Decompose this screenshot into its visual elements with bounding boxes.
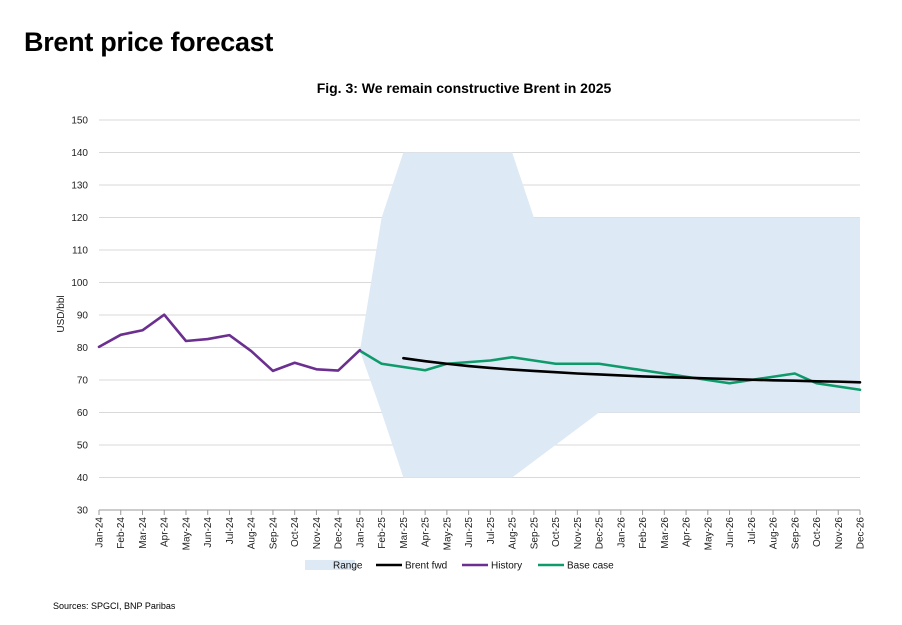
- x-tick-label: Mar-24: [138, 517, 149, 549]
- x-tick-label: May-25: [442, 517, 453, 551]
- x-tick-label: Jul-24: [225, 517, 236, 545]
- x-tick-label: Nov-26: [834, 517, 845, 550]
- x-tick-label: Oct-24: [290, 517, 301, 547]
- y-axis-label: USD/bbl: [56, 295, 67, 332]
- x-tick-label: Oct-26: [812, 517, 823, 547]
- x-tick-label: Dec-26: [856, 517, 867, 550]
- legend-label-brent-fwd: Brent fwd: [405, 561, 447, 572]
- x-tick-label: Aug-25: [508, 517, 519, 550]
- range-area: [359, 152, 860, 478]
- x-tick-label: Apr-24: [160, 517, 171, 547]
- y-tick-label: 130: [71, 181, 88, 192]
- axes: 30 40 50 60 70 80 90 100 110 120 130 140 150 Jan-24 Fe…: [71, 116, 866, 551]
- x-tick-label: May-24: [181, 517, 192, 551]
- legend-label-history: History: [491, 561, 522, 572]
- y-tick-label: 30: [77, 506, 89, 517]
- page-title: Brent price forecast: [24, 27, 274, 57]
- y-tick-label: 70: [77, 376, 89, 387]
- y-tick-label: 40: [77, 473, 89, 484]
- y-tick-label: 110: [72, 246, 88, 257]
- series-lines: [97, 313, 862, 392]
- x-tick-label: Oct-25: [551, 517, 562, 547]
- x-tick-label: Sep-26: [790, 517, 801, 550]
- x-tick-label: Dec-24: [334, 517, 345, 550]
- x-tick-label: Mar-26: [660, 517, 671, 549]
- source-note: Sources: SPGCI, BNP Paribas: [53, 601, 176, 611]
- x-tick-label: Feb-25: [377, 517, 388, 549]
- x-tick-label: Jul-25: [486, 517, 497, 545]
- base-case-line: [358, 349, 862, 392]
- range-area-layer: [359, 152, 860, 478]
- x-tick-label: Sep-24: [268, 517, 279, 550]
- x-tick-label: May-26: [703, 517, 714, 551]
- x-tick-label: Aug-26: [769, 517, 780, 550]
- y-tick-label: 140: [71, 148, 88, 159]
- x-tick-label: Mar-25: [399, 517, 410, 549]
- x-tick-label: Jan-26: [616, 517, 627, 548]
- x-tick-label: Aug-24: [247, 517, 258, 550]
- y-tick-label: 60: [77, 408, 89, 419]
- x-tick-label: Jan-25: [355, 517, 366, 548]
- brent-fwd-line: [402, 356, 862, 384]
- x-tick-label: Dec-25: [595, 517, 606, 550]
- y-tick-label: 150: [71, 116, 88, 127]
- x-tick-label: Jan-24: [95, 517, 106, 548]
- legend-label-base-case: Base case: [567, 561, 614, 572]
- legend-swatch-range: [305, 560, 355, 570]
- legend-label-range: Range: [333, 561, 363, 572]
- legend: Range Brent fwd History Base case: [305, 560, 614, 572]
- y-tick-label: 80: [77, 343, 89, 354]
- x-tick-label: Nov-24: [312, 517, 323, 550]
- chart-title: Fig. 3: We remain constructive Brent in …: [316, 80, 612, 96]
- y-tick-label: 120: [71, 213, 88, 224]
- y-tick-label: 50: [77, 441, 89, 452]
- y-tick-label: 100: [71, 278, 88, 289]
- x-tick-label: Apr-25: [421, 517, 432, 547]
- y-tick-label: 90: [77, 311, 89, 322]
- x-tick-label: Sep-25: [529, 517, 540, 550]
- x-tick-label: Jun-25: [464, 517, 475, 548]
- x-tick-label: Jun-24: [203, 517, 214, 548]
- x-tick-label: Jun-26: [725, 517, 736, 548]
- x-tick-label: Feb-26: [638, 517, 649, 549]
- history-line: [97, 313, 362, 373]
- x-tick-label: Apr-26: [682, 517, 693, 547]
- x-tick-label: Jul-26: [747, 517, 758, 545]
- x-tick-label: Nov-25: [573, 517, 584, 550]
- x-tick-label: Feb-24: [116, 517, 127, 549]
